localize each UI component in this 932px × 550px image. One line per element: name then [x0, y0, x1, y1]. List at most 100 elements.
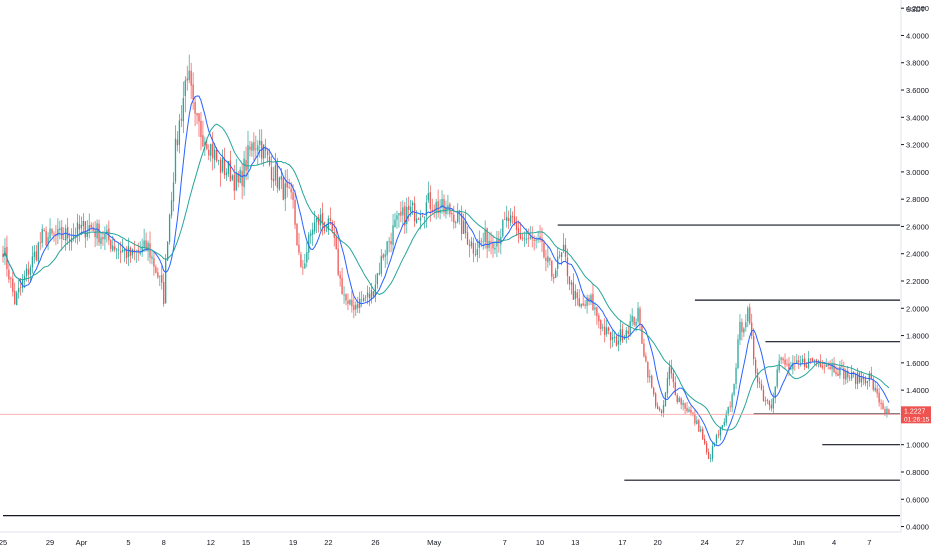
- candle-body[interactable]: [717, 434, 720, 436]
- candle-body[interactable]: [531, 236, 533, 239]
- candle-body[interactable]: [631, 315, 633, 323]
- candle-body[interactable]: [90, 224, 92, 228]
- candle-body[interactable]: [515, 222, 518, 230]
- candle-body[interactable]: [555, 270, 557, 278]
- candle-body[interactable]: [78, 224, 81, 230]
- candle-body[interactable]: [529, 236, 531, 239]
- candle-body[interactable]: [37, 242, 39, 261]
- candle-body[interactable]: [688, 409, 690, 412]
- candle-body[interactable]: [374, 284, 377, 297]
- candle-body[interactable]: [312, 229, 314, 235]
- candle-body[interactable]: [464, 221, 467, 234]
- candle-body[interactable]: [321, 213, 324, 224]
- candle-body[interactable]: [243, 158, 245, 188]
- candle-body[interactable]: [525, 239, 527, 240]
- candle-body[interactable]: [466, 232, 469, 245]
- candle-body[interactable]: [809, 358, 812, 360]
- candle-body[interactable]: [758, 381, 761, 384]
- candle-body[interactable]: [19, 286, 22, 288]
- candle-body[interactable]: [670, 366, 673, 374]
- candle-body[interactable]: [292, 192, 294, 201]
- candle-body[interactable]: [496, 239, 498, 247]
- candle-body[interactable]: [590, 295, 592, 303]
- candle-body[interactable]: [835, 371, 837, 375]
- candle-body[interactable]: [221, 157, 224, 172]
- candle-body[interactable]: [641, 325, 643, 344]
- candle-body[interactable]: [760, 383, 763, 390]
- candle-body[interactable]: [72, 234, 75, 238]
- candle-body[interactable]: [192, 84, 194, 100]
- candle-body[interactable]: [480, 240, 482, 242]
- candle-body[interactable]: [429, 192, 431, 209]
- candle-body[interactable]: [600, 320, 602, 330]
- candle-body[interactable]: [80, 225, 83, 229]
- candle-body[interactable]: [16, 292, 18, 306]
- candle-body[interactable]: [582, 303, 584, 306]
- candle-body[interactable]: [513, 216, 516, 224]
- candle-body[interactable]: [833, 363, 835, 373]
- candle-body[interactable]: [125, 249, 128, 259]
- candle-body[interactable]: [188, 70, 190, 80]
- candle-body[interactable]: [116, 249, 118, 251]
- candle-body[interactable]: [282, 177, 284, 200]
- candle-body[interactable]: [196, 113, 198, 116]
- candle-body[interactable]: [427, 193, 429, 201]
- candle-body[interactable]: [882, 403, 884, 410]
- candle-body[interactable]: [482, 241, 484, 243]
- candle-body[interactable]: [815, 359, 818, 363]
- candle-body[interactable]: [509, 215, 512, 223]
- candle-body[interactable]: [645, 355, 647, 362]
- candle-body[interactable]: [864, 378, 867, 384]
- candle-body[interactable]: [745, 322, 747, 328]
- candle-body[interactable]: [754, 359, 757, 374]
- candle-body[interactable]: [231, 175, 233, 180]
- candle-body[interactable]: [453, 214, 455, 223]
- candle-body[interactable]: [129, 247, 132, 257]
- candle-body[interactable]: [233, 174, 235, 191]
- candle-body[interactable]: [719, 427, 722, 436]
- candle-body[interactable]: [570, 282, 573, 285]
- candle-body[interactable]: [329, 218, 331, 221]
- candle-body[interactable]: [549, 257, 551, 261]
- candle-body[interactable]: [854, 373, 857, 384]
- candle-body[interactable]: [572, 282, 575, 300]
- candle-body[interactable]: [166, 242, 169, 261]
- candle-body[interactable]: [302, 267, 304, 269]
- candle-body[interactable]: [568, 276, 571, 285]
- candle-body[interactable]: [84, 221, 86, 238]
- candle-body[interactable]: [43, 229, 45, 232]
- candle-body[interactable]: [400, 211, 402, 216]
- candle-body[interactable]: [578, 298, 580, 307]
- candle-body[interactable]: [100, 237, 102, 244]
- candle-body[interactable]: [104, 233, 106, 240]
- candle-body[interactable]: [337, 248, 339, 275]
- candle-body[interactable]: [658, 408, 661, 411]
- candle-body[interactable]: [802, 358, 804, 363]
- candle-body[interactable]: [574, 290, 576, 300]
- candle-body[interactable]: [437, 201, 439, 214]
- candle-body[interactable]: [349, 299, 351, 305]
- candle-body[interactable]: [545, 257, 547, 261]
- candle-body[interactable]: [819, 360, 821, 367]
- candle-body[interactable]: [147, 242, 149, 252]
- candle-body[interactable]: [811, 358, 814, 362]
- candle-body[interactable]: [257, 145, 259, 151]
- candle-body[interactable]: [680, 398, 682, 405]
- candle-body[interactable]: [92, 227, 94, 231]
- candle-body[interactable]: [27, 269, 30, 275]
- candle-body[interactable]: [317, 217, 320, 225]
- candle-body[interactable]: [411, 202, 414, 206]
- candle-body[interactable]: [94, 230, 96, 237]
- candle-body[interactable]: [856, 372, 859, 385]
- candle-body[interactable]: [866, 381, 869, 384]
- candle-body[interactable]: [560, 252, 563, 257]
- candle-body[interactable]: [721, 424, 723, 428]
- candle-body[interactable]: [392, 225, 394, 245]
- candle-body[interactable]: [286, 182, 288, 188]
- candle-body[interactable]: [266, 151, 269, 156]
- candle-body[interactable]: [229, 160, 232, 182]
- candle-body[interactable]: [255, 148, 257, 150]
- candle-body[interactable]: [153, 258, 155, 267]
- candle-body[interactable]: [709, 458, 712, 460]
- candle-body[interactable]: [313, 222, 316, 232]
